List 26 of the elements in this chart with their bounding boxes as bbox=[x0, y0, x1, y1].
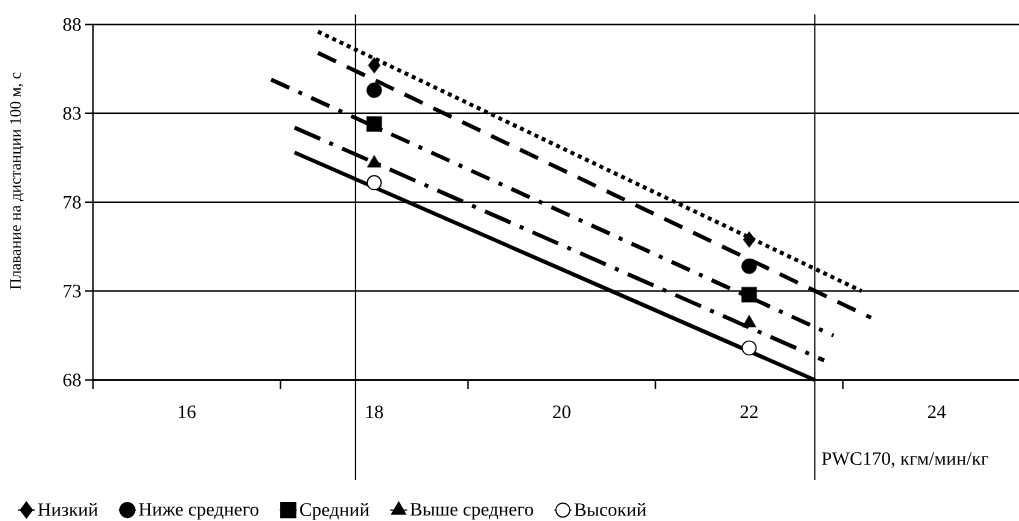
y-tick-label: 88 bbox=[63, 18, 81, 31]
point bbox=[366, 175, 382, 191]
y-tick-label: 68 bbox=[63, 373, 81, 387]
y-tick-label: 73 bbox=[63, 284, 81, 298]
x-tick-label: 20 bbox=[553, 405, 571, 419]
x-tick-label: 16 bbox=[178, 405, 196, 419]
point bbox=[368, 57, 381, 74]
point bbox=[742, 231, 756, 248]
point bbox=[366, 116, 382, 132]
legend-label: Средний bbox=[300, 502, 370, 520]
legend-label: Ниже среднего bbox=[138, 503, 259, 520]
point bbox=[742, 314, 757, 328]
y-axis-title: Плавание на дистанции 100 м, с bbox=[10, 72, 24, 290]
x-axis-title: PWC170, кгм/мин/кг bbox=[821, 452, 989, 468]
y-tick-label: 78 bbox=[63, 195, 81, 209]
point bbox=[741, 340, 757, 356]
legend-label: Низкий bbox=[38, 502, 98, 517]
legend-label: Высокий bbox=[574, 502, 647, 517]
x-tick-label: 22 bbox=[740, 405, 758, 419]
point bbox=[741, 286, 757, 303]
y-tick-label: 83 bbox=[63, 106, 81, 120]
x-tick-label: 18 bbox=[366, 405, 383, 419]
legend-label: Выше среднего bbox=[410, 503, 534, 520]
point bbox=[741, 258, 757, 274]
point bbox=[366, 82, 382, 98]
x-tick-label: 24 bbox=[928, 405, 946, 419]
